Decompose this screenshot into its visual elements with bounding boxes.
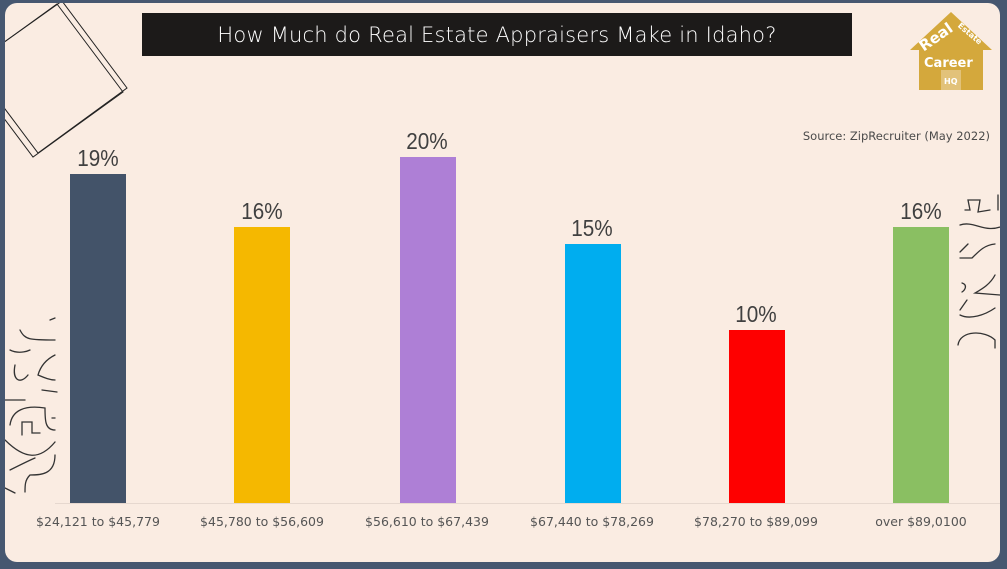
- svg-text:Career: Career: [924, 56, 973, 71]
- bar-3: [400, 157, 456, 503]
- bar-6: [893, 227, 949, 503]
- decorative-squares-icon: [5, 3, 128, 158]
- source-note: Source: ZipRecruiter (May 2022): [802, 129, 990, 143]
- bar-value-label: 10%: [735, 301, 777, 327]
- category-label: $78,270 to $89,099: [694, 514, 818, 529]
- title-banner: How Much do Real Estate Appraisers Make …: [142, 13, 852, 56]
- bar-value-label: 16%: [241, 198, 283, 224]
- decorative-scribble-icon: [957, 194, 1000, 349]
- real-estate-career-hq-logo-icon: Real Estate Career HQ: [910, 12, 992, 90]
- bar-value-label: 20%: [406, 128, 448, 154]
- bar-value-label: 16%: [900, 198, 942, 224]
- bar-value-label: 15%: [571, 215, 613, 241]
- category-label: $67,440 to $78,269: [530, 514, 654, 529]
- category-label: $45,780 to $56,609: [200, 514, 324, 529]
- page-title: How Much do Real Estate Appraisers Make …: [217, 22, 777, 47]
- bar-2: [234, 227, 290, 503]
- infographic-frame: How Much do Real Estate Appraisers Make …: [5, 3, 1000, 562]
- bar-chart: 19% $24,121 to $45,779 16% $45,780 to $5…: [5, 3, 1000, 562]
- bar-1: [70, 174, 126, 503]
- bar-value-label: 19%: [77, 145, 119, 171]
- decorative-scribble-icon: [5, 317, 58, 494]
- x-axis-line: [55, 503, 1000, 504]
- svg-text:HQ: HQ: [944, 77, 958, 86]
- category-label: $24,121 to $45,779: [36, 514, 160, 529]
- bar-4: [565, 244, 621, 503]
- category-label: over $89,0100: [875, 514, 967, 529]
- category-label: $56,610 to $67,439: [365, 514, 489, 529]
- bar-5: [729, 330, 785, 503]
